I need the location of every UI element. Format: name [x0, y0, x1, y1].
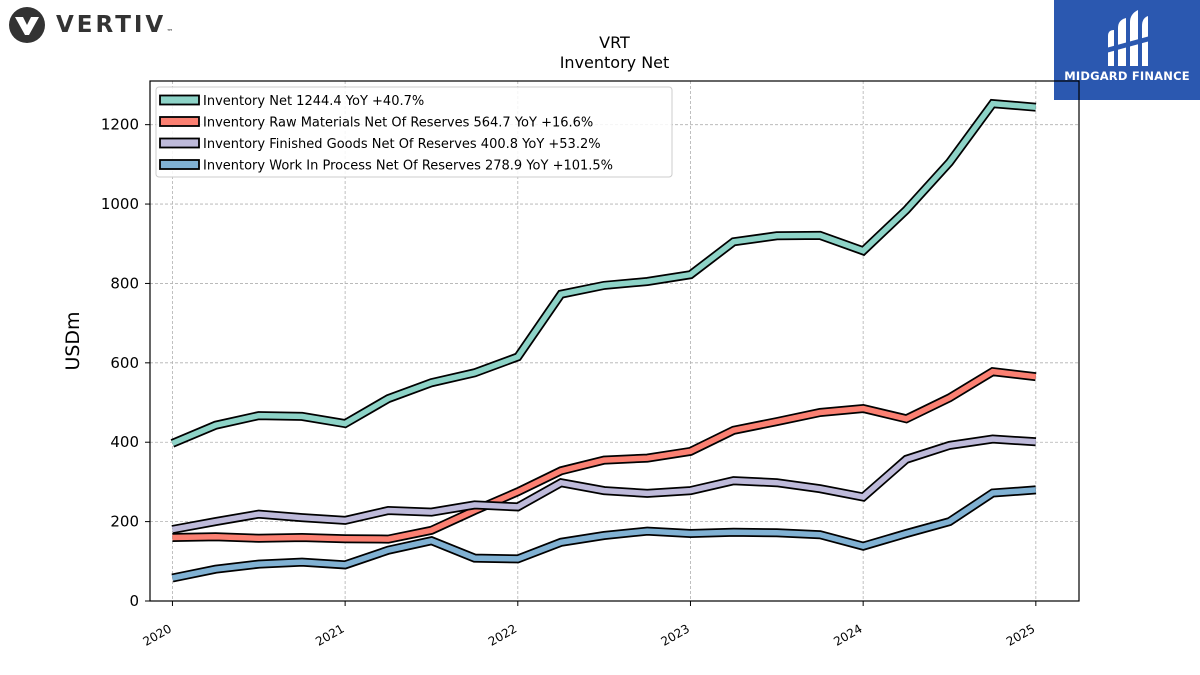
series-line-3	[171, 487, 1036, 581]
x-tick-label: 2022	[486, 621, 519, 648]
y-axis-label: USDm	[62, 311, 84, 370]
axes: 0 200 400 600 800 1000 1200 2020 2021 2022 2023 202…	[101, 116, 1038, 649]
vertiv-logo-text: VERTIV	[56, 12, 167, 38]
legend-swatch	[159, 116, 200, 127]
y-tick-label: 600	[110, 354, 139, 372]
legend-label: Inventory Finished Goods Net Of Reserves…	[203, 137, 601, 152]
y-tick-label: 400	[110, 433, 139, 451]
series-line-0	[171, 100, 1037, 446]
legend-label: Inventory Work In Process Net Of Reserve…	[203, 159, 613, 174]
legend-label: Inventory Raw Materials Net Of Reserves …	[203, 116, 593, 131]
midgard-logo-icon	[1106, 10, 1150, 66]
series-line-2	[171, 436, 1036, 533]
legend-swatch	[159, 137, 200, 149]
series-lines	[170, 98, 1037, 583]
legend-label: Inventory Net 1244.4 YoY +40.7%	[203, 94, 424, 109]
chart-subtitle: Inventory Net	[560, 53, 670, 72]
legend-box	[155, 86, 673, 178]
x-tick-label: 2024	[831, 621, 864, 648]
x-tick-label: 2023	[659, 621, 692, 648]
vertiv-logo: VERTIV ™	[8, 6, 173, 44]
legend: Inventory Net 1244.4 YoY +40.7% Inventory…	[155, 86, 673, 178]
y-tick-label: 800	[110, 274, 139, 292]
legend-swatch	[159, 159, 200, 170]
x-tick-label: 2020	[140, 621, 173, 648]
midgard-logo-text: MIDGARD FINANCE	[1064, 69, 1190, 83]
y-tick-label: 1000	[101, 195, 139, 213]
legend-swatch	[159, 94, 200, 106]
y-tick-label: 200	[110, 513, 139, 531]
chart-title: VRT	[599, 33, 630, 52]
trademark-mark: ™	[166, 28, 174, 36]
midgard-finance-logo: MIDGARD FINANCE	[1054, 0, 1200, 100]
vertiv-logo-icon	[9, 7, 45, 43]
plot-frame	[149, 80, 1080, 602]
x-tick-label: 2025	[1004, 621, 1037, 648]
y-tick-label: 0	[129, 592, 139, 610]
x-tick-label: 2021	[313, 621, 346, 648]
series-line-1	[172, 368, 1037, 542]
y-tick-label: 1200	[101, 116, 139, 134]
